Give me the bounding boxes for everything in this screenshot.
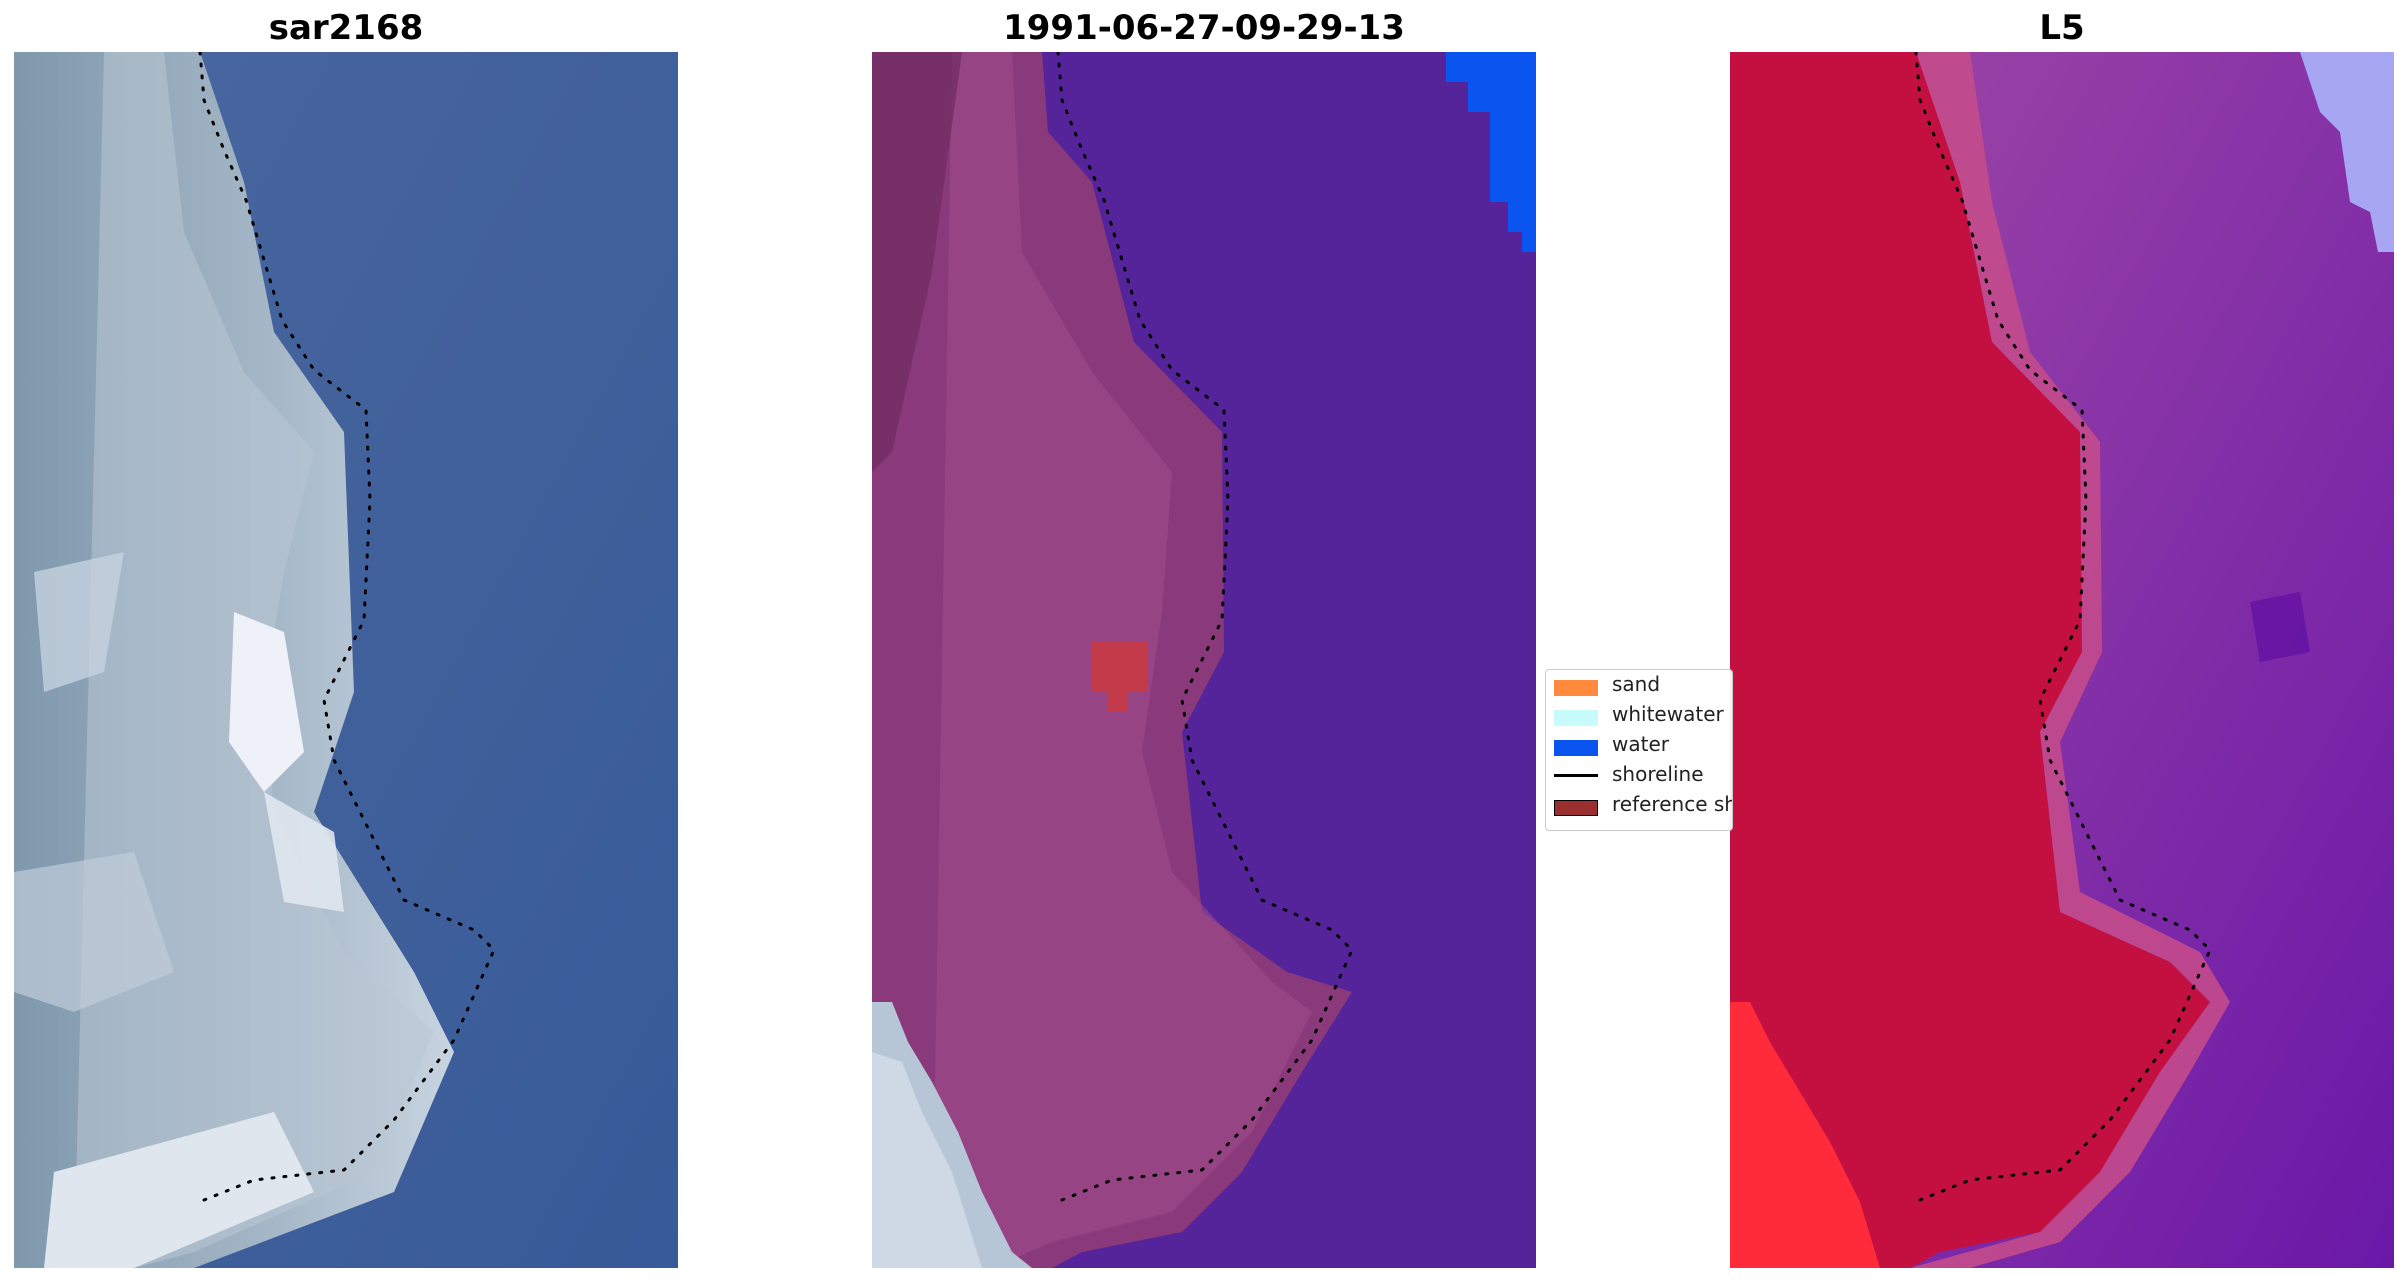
- legend-label: sand: [1612, 672, 1661, 696]
- legend-item-shoreline: shoreline: [1554, 760, 1732, 788]
- legend: sand whitewater water shoreline referenc…: [1545, 669, 1733, 831]
- reference-buffer-swatch: [1554, 800, 1598, 816]
- rgb-image-panel: [14, 52, 678, 1268]
- legend-label: shoreline: [1612, 762, 1704, 786]
- l5-image-panel: [1730, 52, 2394, 1268]
- legend-label: reference shoreline buffer: [1612, 792, 1732, 816]
- legend-label: whitewater: [1612, 702, 1724, 726]
- whitewater-swatch: [1554, 710, 1598, 726]
- panel-title-rgb: sar2168: [268, 8, 424, 48]
- legend-item-water: water: [1554, 730, 1732, 758]
- legend-item-sand: sand: [1554, 670, 1732, 698]
- sand-swatch: [1554, 680, 1598, 696]
- panel-title-l5: L5: [2039, 8, 2085, 48]
- water-swatch: [1554, 740, 1598, 756]
- panel-title-classified: 1991-06-27-09-29-13: [1003, 8, 1405, 48]
- classified-image-panel: [872, 52, 1536, 1268]
- legend-item-reference-buffer: reference shoreline buffer: [1554, 790, 1732, 818]
- shoreline-line-swatch: [1554, 774, 1598, 777]
- legend-label: water: [1612, 732, 1669, 756]
- legend-item-whitewater: whitewater: [1554, 700, 1732, 728]
